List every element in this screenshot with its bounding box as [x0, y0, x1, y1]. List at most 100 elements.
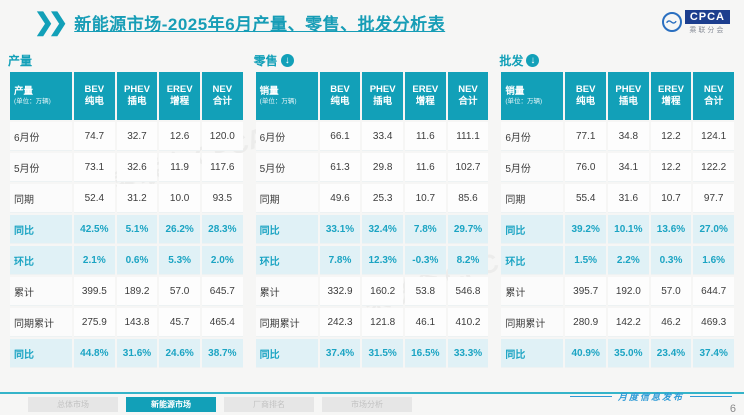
cell-value: 7.8% [319, 246, 361, 275]
cell-value: 52.4 [74, 184, 115, 213]
cell-value: 1.6% [693, 246, 735, 275]
cell-value: 395.7 [565, 277, 606, 306]
table-label-header: 产量 (单位：万辆) [10, 72, 72, 120]
caption-line-right [690, 396, 732, 397]
cell-value: 10.1% [608, 215, 649, 244]
table-row: 6月份 77.1 34.8 12.2 124.1 [501, 122, 735, 151]
cell-value: 0.6% [116, 246, 158, 275]
table-row: 累计 399.5 189.2 57.0 645.7 [10, 277, 243, 306]
column-header-bev: BEV 纯电 [319, 72, 361, 120]
table-row: 5月份 61.3 29.8 11.6 102.7 [255, 153, 489, 182]
column-header-nev: NEV 合计 [201, 72, 243, 120]
table-row: 累计 395.7 192.0 57.0 644.7 [501, 277, 735, 306]
cell-value: 399.5 [74, 277, 115, 306]
table-header-row: 产量 (单位：万辆) BEV 纯电 PHEV 插电 EREV 增程 NEV 合计 [10, 72, 243, 120]
tab-4[interactable]: 市场分析 [322, 397, 412, 412]
cell-value: 44.8% [74, 339, 115, 368]
table-label-header: 销量 (单位：万辆) [255, 72, 318, 120]
cell-value: 16.5% [404, 339, 446, 368]
cell-value: 38.7% [201, 339, 243, 368]
cell-value: 122.2 [693, 153, 735, 182]
cell-value: 142.2 [608, 308, 649, 337]
row-label: 环比 [255, 246, 318, 275]
unit-note: (单位：万辆) [259, 97, 297, 105]
cell-value: 26.2% [159, 215, 200, 244]
cell-value: 2.2% [608, 246, 649, 275]
cell-value: 45.7 [159, 308, 200, 337]
cell-value: 33.3% [447, 339, 489, 368]
cell-value: 121.8 [362, 308, 403, 337]
column-header-bev: BEV 纯电 [565, 72, 606, 120]
cell-value: 10.0 [159, 184, 200, 213]
cell-value: 57.0 [650, 277, 692, 306]
cell-value: -0.3% [404, 246, 446, 275]
cell-value: 55.4 [565, 184, 606, 213]
row-label: 同比 [501, 215, 564, 244]
cell-value: 465.4 [201, 308, 243, 337]
cell-value: 85.6 [447, 184, 489, 213]
cell-value: 24.6% [159, 339, 200, 368]
caption-line-left [569, 396, 612, 397]
row-label: 6月份 [501, 122, 564, 151]
cell-value: 124.1 [693, 122, 735, 151]
cell-value: 275.9 [74, 308, 115, 337]
cell-value: 46.2 [650, 308, 692, 337]
column-header-phev: PHEV 插电 [362, 72, 403, 120]
table-row: 同比 33.1% 32.4% 7.8% 29.7% [255, 215, 489, 244]
row-label: 同比 [255, 215, 318, 244]
cell-value: 97.7 [693, 184, 735, 213]
cell-value: 32.4% [362, 215, 403, 244]
cell-value: 1.5% [565, 246, 606, 275]
tab-3[interactable]: 厂商排名 [224, 397, 314, 412]
cell-value: 10.7 [404, 184, 446, 213]
cpca-subtext: 乘联分会 [689, 27, 726, 34]
cell-value: 49.6 [319, 184, 361, 213]
cell-value: 242.3 [319, 308, 361, 337]
cell-value: 32.6 [116, 153, 158, 182]
cell-value: 77.1 [565, 122, 606, 151]
cell-value: 2.0% [201, 246, 243, 275]
page-title: 新能源市场-2025年6月产量、零售、批发分析表 [74, 15, 446, 34]
row-label: 同期累计 [255, 308, 318, 337]
cell-value: 66.1 [319, 122, 361, 151]
cell-value: 40.9% [565, 339, 606, 368]
section-title-label: 零售 [253, 53, 278, 68]
cell-value: 76.0 [565, 153, 606, 182]
cell-value: 42.5% [74, 215, 115, 244]
cell-value: 33.1% [319, 215, 361, 244]
data-table: 销量 (单位：万辆) BEV 纯电 PHEV 插电 EREV 增程 NEV 合计 6月份 77.1 34… [499, 70, 736, 370]
cell-value: 5.1% [116, 215, 158, 244]
column-header-erev: EREV 增程 [404, 72, 446, 120]
row-label: 累计 [255, 277, 318, 306]
cell-value: 29.8 [362, 153, 403, 182]
cpca-badge: CPCA [684, 10, 730, 24]
cell-value: 12.3% [362, 246, 403, 275]
cell-value: 31.2 [116, 184, 158, 213]
table-row: 同期 52.4 31.2 10.0 93.5 [10, 184, 243, 213]
cell-value: 74.7 [74, 122, 115, 151]
table-row: 5月份 73.1 32.6 11.9 117.6 [10, 153, 243, 182]
table-row: 环比 2.1% 0.6% 5.3% 2.0% [10, 246, 243, 275]
cell-value: 31.6 [608, 184, 649, 213]
table-row: 同比 37.4% 31.5% 16.5% 33.3% [255, 339, 489, 368]
row-label: 累计 [501, 277, 564, 306]
table-row: 累计 332.9 160.2 53.8 546.8 [255, 277, 489, 306]
cell-value: 31.5% [362, 339, 403, 368]
row-label: 同期累计 [10, 308, 72, 337]
cell-value: 120.0 [201, 122, 243, 151]
cell-value: 143.8 [116, 308, 158, 337]
table-row: 同期 49.6 25.3 10.7 85.6 [255, 184, 489, 213]
tab-2[interactable]: 新能源市场 [126, 397, 216, 412]
cell-value: 410.2 [447, 308, 489, 337]
footer-caption-text: 月度信息发布 [617, 392, 684, 402]
cell-value: 192.0 [608, 277, 649, 306]
cell-value: 25.3 [362, 184, 403, 213]
cell-value: 469.3 [693, 308, 735, 337]
section-title-label: 批发 [499, 53, 524, 68]
section-wholesale: 批发 ↓ 销量 (单位：万辆) BEV 纯电 PHEV 插电 EREV 增程 NEV 合计 6月份 77.… [499, 52, 736, 370]
row-label: 累计 [10, 277, 72, 306]
cell-value: 11.9 [159, 153, 200, 182]
tab-1[interactable]: 总体市场 [28, 397, 118, 412]
header: ❯❯ 新能源市场-2025年6月产量、零售、批发分析表 [34, 10, 445, 35]
